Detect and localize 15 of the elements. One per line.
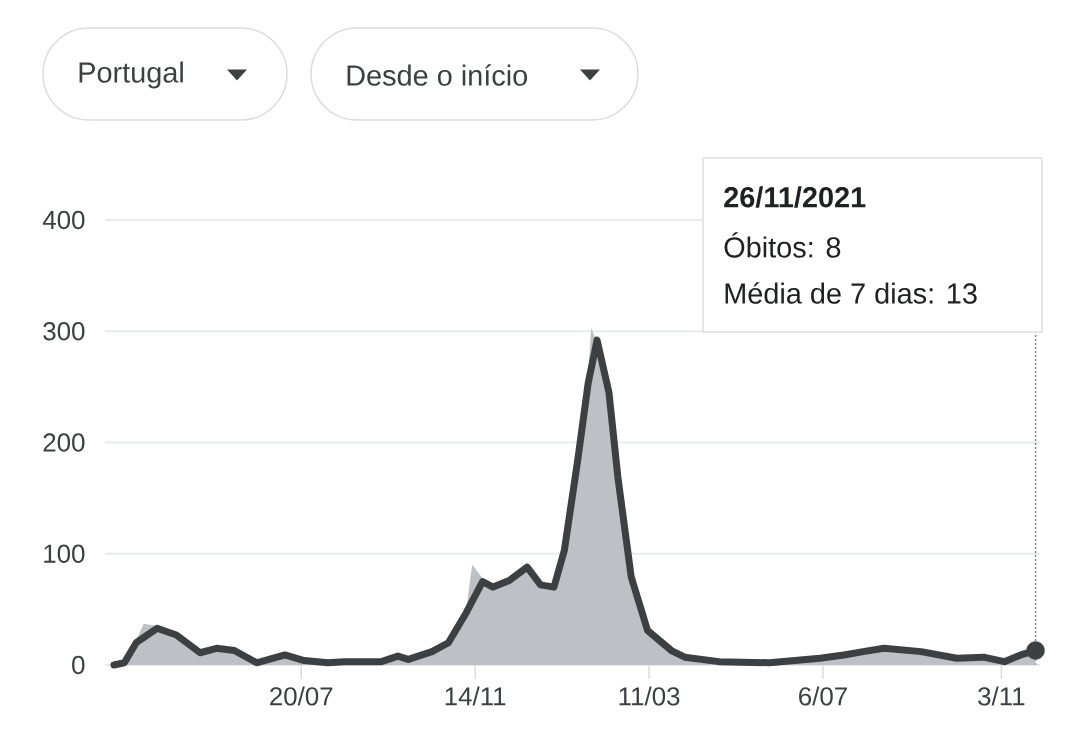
y-tick-label: 200 [43, 433, 85, 452]
annotation: Média de 7 dias: 13 [725, 282, 977, 304]
y-tick-label: 0 [72, 655, 85, 675]
text: Portugal [79, 61, 183, 89]
x-tick-label: 20/07 [270, 686, 333, 706]
text: Desde o início [347, 64, 528, 86]
x-tick-label: 6/07 [799, 686, 847, 706]
x-tick-label: 3/11 [978, 686, 1025, 706]
y-tick-label: 100 [44, 544, 85, 563]
annotation: Óbitos: 8 [724, 232, 841, 258]
x-tick-label: 14/11 [445, 686, 506, 706]
y-tick-label: 400 [42, 210, 85, 230]
x-tick-label: 11/03 [619, 686, 680, 706]
text: 26/11/2021 [724, 186, 866, 208]
y-tick-label: 300 [43, 322, 85, 341]
